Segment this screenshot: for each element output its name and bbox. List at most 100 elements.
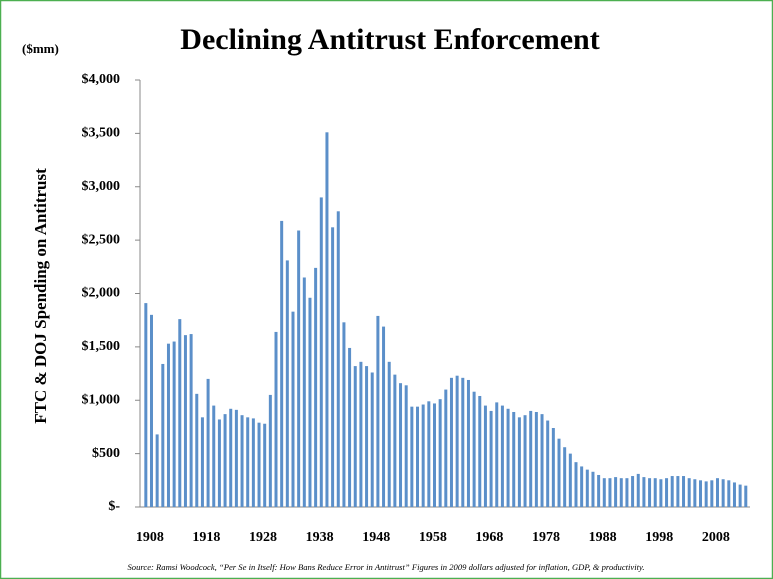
bar [495,402,499,507]
x-tick-label: 1928 [249,530,277,545]
bar [523,415,527,507]
bar [461,377,465,507]
bar [574,462,578,507]
bar [291,311,295,507]
bar [246,417,250,507]
bar [546,420,550,507]
bar [365,366,369,507]
bar [212,405,216,507]
bar [353,366,357,507]
x-tick-label: 1998 [645,530,673,545]
bar [314,267,318,507]
bar [540,414,544,507]
y-tick-label: $1,500 [82,339,121,354]
chart-title: Declining Antitrust Enforcement [180,23,599,56]
bar [500,405,504,507]
bar [172,341,176,507]
bar [568,453,572,507]
bar [348,347,352,507]
bar [676,476,680,507]
bar [631,476,635,507]
bar [478,395,482,507]
bar [161,363,165,507]
bar [687,478,691,507]
bar [614,477,618,507]
bar [551,428,555,507]
bar [331,227,335,507]
bar [257,422,261,507]
bar [653,478,657,507]
bar [659,479,663,507]
bar [444,389,448,507]
bar [229,408,233,507]
x-tick-label: 1958 [419,530,447,545]
bar [744,485,748,507]
x-tick-label: 1978 [532,530,560,545]
bar [466,379,470,507]
y-tick-label: $3,500 [82,126,121,141]
bar [155,434,159,507]
bar [506,408,510,507]
bar [489,410,493,507]
bar [206,378,210,507]
bar [336,211,340,508]
y-tick-label: $- [108,499,120,514]
bar [563,447,567,507]
x-tick-label: 1948 [362,530,390,545]
bar [319,197,323,508]
bar [280,220,284,507]
bar [670,476,674,507]
bar [665,478,669,507]
bar [189,334,193,507]
bar [704,481,708,507]
bar [285,260,289,507]
bar [432,403,436,507]
y-tick-label: $2,000 [82,286,121,301]
bar [178,319,182,507]
bar [223,414,227,507]
y-tick-label: $1,000 [82,392,121,407]
x-tick-label: 1968 [475,530,503,545]
bar [251,418,255,507]
y-tick-label: $500 [92,446,120,461]
bar [642,477,646,507]
bar [472,391,476,507]
bar [648,478,652,507]
unit-label: ($mm) [22,41,59,56]
bar [619,478,623,507]
bar [597,474,601,507]
bar [682,476,686,507]
bar [370,372,374,507]
bar [636,473,640,507]
bar [721,479,725,507]
bar [557,438,561,507]
bar [602,478,606,507]
bar [274,331,278,507]
bar [217,419,221,507]
bar [144,303,148,507]
bar [325,132,329,507]
bar [608,478,612,507]
bar [410,406,414,507]
bar [302,277,306,507]
bar [727,480,731,507]
bar [263,423,267,507]
bar [342,322,346,507]
bar [268,394,272,507]
y-tick-label: $3,000 [82,179,121,194]
bar [693,479,697,507]
bar [382,326,386,507]
x-tick-label: 2008 [702,530,730,545]
bar [699,480,703,507]
bar [359,361,363,507]
bar [200,417,204,507]
x-tick-label: 1908 [136,530,164,545]
bar [404,385,408,507]
bar [512,411,516,507]
bar [166,343,170,507]
bar [421,404,425,507]
y-tick-label: $2,500 [82,232,121,247]
bar [183,335,187,507]
x-tick-label: 1988 [589,530,617,545]
